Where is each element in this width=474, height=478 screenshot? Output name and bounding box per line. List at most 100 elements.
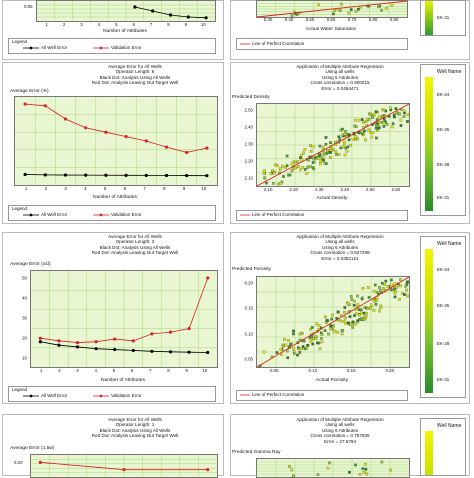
panel-d-point-179 <box>275 164 279 167</box>
panel-e-series-1-point-2 <box>75 340 80 345</box>
panel-c-x-tick-6: 7 <box>143 186 146 191</box>
panel-a-x-tick-1: 2 <box>62 22 66 27</box>
panel-f-point-95 <box>379 306 383 309</box>
panel-d-point-116 <box>263 176 267 180</box>
panel-a-plot <box>36 0 216 22</box>
panel-d-point-5 <box>343 153 347 157</box>
panel-c-series-1-point-4 <box>104 130 108 134</box>
panel-d-point-83 <box>389 106 392 110</box>
panel-e-series-0-point-0 <box>38 340 42 344</box>
panel-f-point-91 <box>366 307 370 310</box>
panel-f-point-127 <box>406 294 409 298</box>
panel-d-point-147 <box>314 156 317 159</box>
panel-f-point-144 <box>344 321 347 325</box>
panel-f-point-146 <box>349 295 353 298</box>
panel-b-point-5 <box>333 8 336 12</box>
panel-c-legend-red-marker <box>93 213 109 217</box>
panel-h-title-0: Application of Multiple Attribute Regres… <box>296 417 384 422</box>
panel-f-xticks: 0.05 0.10 0.15 0.20 <box>256 368 408 374</box>
panel-d-point-211 <box>309 149 313 153</box>
panel-e-series-1-point-9 <box>206 276 210 280</box>
panel-d-y-tick-4: 2.10 <box>244 175 253 181</box>
panel-d-point-111 <box>375 136 378 140</box>
panel-d-point-205 <box>309 144 312 147</box>
panel-f-y-tick-0: 0.20 <box>244 280 253 286</box>
panel-b-svg <box>256 0 408 18</box>
panel-d-point-107 <box>328 156 332 159</box>
panel-d-point-6 <box>390 125 394 129</box>
panel-d-point-169 <box>343 132 347 136</box>
panel-d-point-89 <box>357 118 361 122</box>
panel-g-title-2: Black Dot: Analysis Using All Wells <box>99 427 171 433</box>
panel-c-series-0-line <box>25 174 207 177</box>
panel-f-point-34 <box>286 356 290 360</box>
panel-d-point-151 <box>340 133 344 137</box>
panel-f-point-164 <box>281 343 285 347</box>
panel-d-point-208 <box>363 129 366 133</box>
panel-e-series-1-line <box>40 277 209 343</box>
panel-c-legend: Legend All Well Error Validation Error <box>8 205 216 221</box>
panel-f-point-124 <box>306 343 310 347</box>
panel-d-point-217 <box>296 160 300 164</box>
panel-h-point-21 <box>361 467 365 470</box>
panel-a-x-tick-6: 7 <box>149 22 153 27</box>
panel-d-xticks: 2.10 2.20 2.30 2.40 2.50 2.60 <box>256 187 408 193</box>
panel-f-point-53 <box>383 283 387 286</box>
panel-b-point-3 <box>332 12 335 16</box>
panel-b-point-2 <box>290 14 294 17</box>
panel-f-title: Application of Multiple Attribute Regres… <box>270 234 410 261</box>
panel-d-point-41 <box>378 115 381 119</box>
panel-f-legend: Line of Perfect Correlation <box>236 390 408 401</box>
panel-f-point-188 <box>314 335 318 339</box>
panel-c-xticks: 1 2 3 4 5 6 7 8 9 10 <box>14 186 216 192</box>
panel-a-x-tick-9: 10 <box>200 22 206 27</box>
panel-d-point-123 <box>311 166 315 170</box>
panel-e-series-1-point-5 <box>131 339 135 343</box>
panel-e-xticks: 1 2 3 4 5 6 7 8 9 10 <box>30 368 216 374</box>
panel-b-x-tick-6: 0.90 <box>389 17 399 22</box>
panel-b-x-tick-0: 0.30 <box>263 17 273 22</box>
panel-b-xticks: 0.30 0.40 0.50 0.60 0.70 0.80 0.90 <box>256 17 406 23</box>
panel-c-series-1-point-9 <box>205 146 209 150</box>
panel-d-title-3: Cross correlation = 0.900015 <box>310 80 370 86</box>
panel-f-point-77 <box>287 339 290 342</box>
panel-a-legend-red-marker <box>93 46 109 50</box>
panel-h-point-12 <box>362 471 366 474</box>
panel-e-x-tick-1: 2 <box>58 368 61 373</box>
panel-d-point-194 <box>369 113 373 116</box>
panel-e-series-0-point-4 <box>113 347 117 352</box>
panel-c-series-0-point-3 <box>84 173 88 177</box>
panel-d-point-189 <box>288 173 292 177</box>
panel-f-point-76 <box>353 314 356 317</box>
panel-f-title-4: Error = 0.0352121 <box>321 255 359 261</box>
panel-f-point-45 <box>390 278 393 282</box>
panel-c-series-0-point-9 <box>205 174 209 178</box>
panel-c-series-1-point-5 <box>124 135 128 139</box>
panel-f-point-132 <box>315 322 318 326</box>
panel-a-x-tick-2: 3 <box>80 22 83 27</box>
panel-d-point-25 <box>356 137 360 141</box>
panel-f-x-tick-1: 0.10 <box>308 368 318 373</box>
panel-f-point-178 <box>275 351 279 354</box>
panel-f-point-131 <box>372 308 376 312</box>
panel-e-series-1-point-6 <box>150 332 154 336</box>
panel-f-point-102 <box>356 303 360 306</box>
panel-e-x-tick-4: 5 <box>112 368 116 373</box>
panel-d-point-94 <box>360 118 364 121</box>
panel-b-point-12 <box>384 7 388 10</box>
panel-d-point-145 <box>364 120 368 123</box>
panel-b-point-0 <box>390 4 394 7</box>
panel-g-svg <box>31 455 217 477</box>
panel-d-x-tick-0: 2.10 <box>263 187 273 192</box>
panel-e-series-1-point-8 <box>187 327 191 331</box>
panel-d-point-174 <box>354 118 357 122</box>
panel-f-point-100 <box>356 319 360 323</box>
panel-e-xlabel: Number of Attributes <box>101 378 145 383</box>
panel-f-point-182 <box>378 286 381 289</box>
panel-d-colorbar-gradient <box>425 77 433 211</box>
panel-f-point-184 <box>337 310 340 314</box>
panel-b-point-7 <box>340 2 343 6</box>
panel-d-title-1: Using all wells <box>325 69 355 75</box>
panel-f-point-26 <box>285 349 289 353</box>
panel-e-x-tick-7: 8 <box>167 368 170 373</box>
